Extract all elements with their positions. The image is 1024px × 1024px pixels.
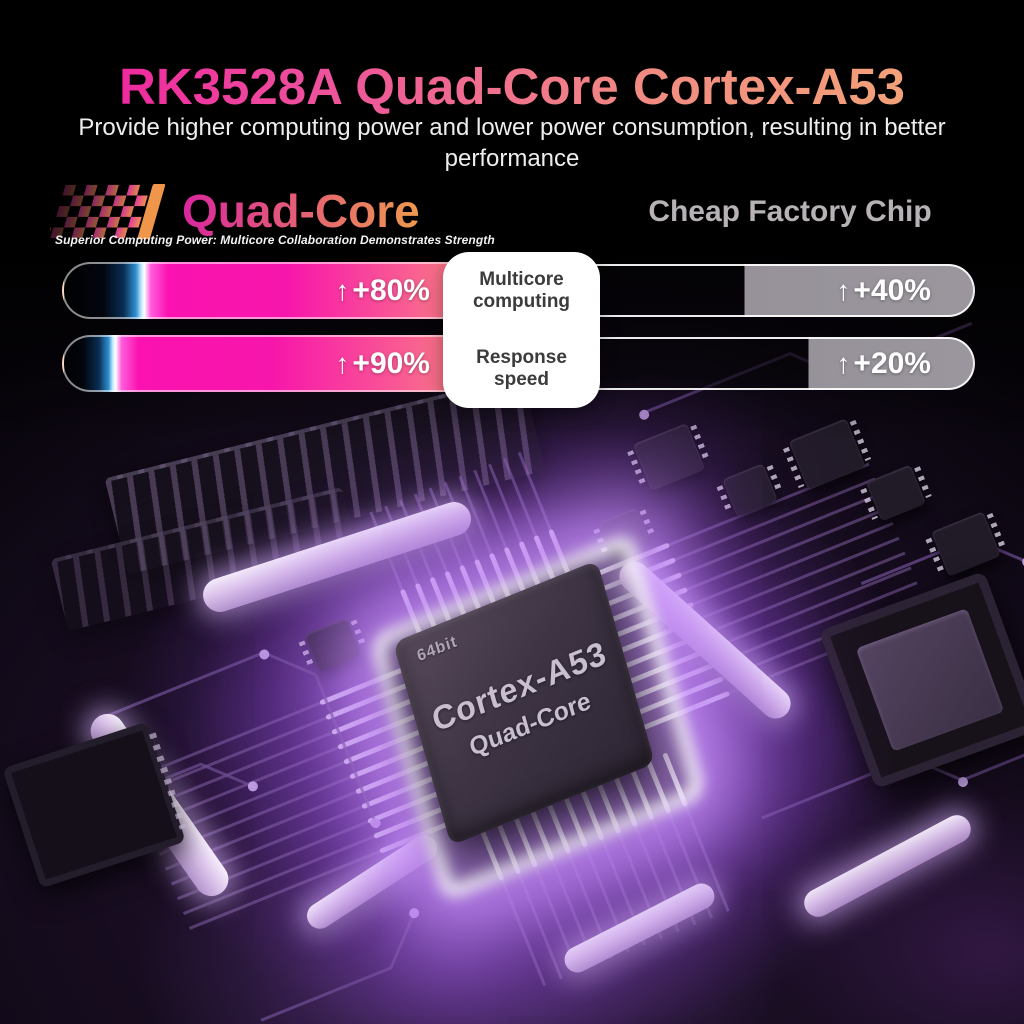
brand-label: Quad-Core	[182, 185, 420, 237]
metric-label-response: Response speed	[476, 347, 567, 390]
bar-value: +20%	[853, 346, 931, 380]
brand-tagline: Superior Computing Power: Multicore Coll…	[55, 233, 495, 247]
checkered-flag-icon	[50, 184, 166, 240]
competitor-label: Cheap Factory Chip	[648, 195, 932, 228]
up-arrow-icon: ↑	[836, 274, 851, 306]
bar-value: +40%	[853, 273, 931, 307]
up-arrow-icon: ↑	[335, 274, 350, 306]
up-arrow-icon: ↑	[836, 347, 851, 379]
bar-value: +80%	[352, 273, 430, 307]
subtitle: Provide higher computing power and lower…	[78, 114, 946, 172]
metric-card: Multicore computing Response speed	[443, 252, 600, 408]
bar-factory-multicore: ↑ +40%	[590, 264, 975, 317]
bar-factory-response: ↑ +20%	[590, 337, 975, 390]
page-title: RK3528A Quad-Core Cortex-A53	[0, 57, 1024, 116]
bar-value: +90%	[352, 346, 430, 380]
up-arrow-icon: ↑	[335, 347, 350, 379]
metric-label-multicore: Multicore computing	[472, 269, 571, 312]
